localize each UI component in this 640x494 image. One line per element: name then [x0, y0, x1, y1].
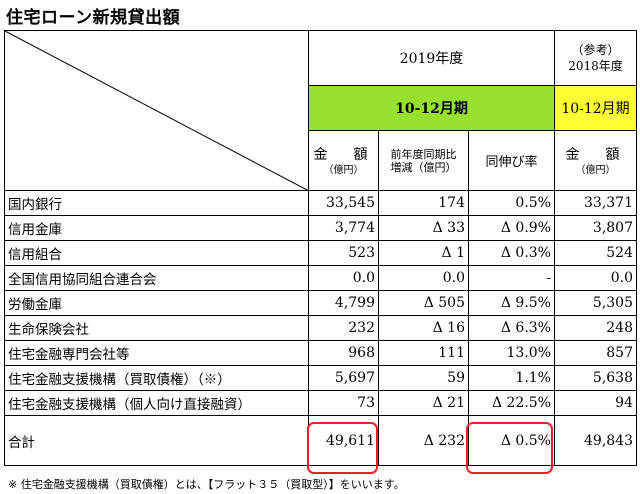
row-ref: 33,371 [554, 190, 637, 216]
row-name: 全国信用協同組合連合会 [4, 265, 309, 291]
row-amount: 4,799 [308, 290, 379, 316]
table-row: 住宅金融支援機構（買取債権）（※） 5,697 59 1.1% 5,638 [4, 365, 637, 391]
total-row: 合計 49,611 Δ 232 Δ 0.5% 49,843 [4, 415, 637, 466]
col-yoy-header: 前年度同期比 増減（億円） [378, 130, 469, 191]
row-name: 労働金庫 [4, 290, 309, 316]
row-rate: 13.0% [468, 340, 555, 366]
row-name: 生命保険会社 [4, 315, 309, 341]
row-ref: 94 [554, 390, 637, 416]
row-name: 信用金庫 [4, 215, 309, 241]
total-name: 合計 [4, 415, 309, 466]
row-diff: Δ 1 [378, 240, 469, 266]
row-amount: 33,545 [308, 190, 379, 216]
row-ref: 5,305 [554, 290, 637, 316]
row-ref: 524 [554, 240, 637, 266]
row-diff: Δ 505 [378, 290, 469, 316]
table-row: 住宅金融支援機構（個人向け直接融資） 73 Δ 21 Δ 22.5% 94 [4, 390, 637, 416]
total-ref: 49,843 [554, 415, 637, 466]
table-row: 住宅金融専門会社等 968 111 13.0% 857 [4, 340, 637, 366]
row-amount: 0.0 [308, 265, 379, 291]
row-diff: 0.0 [378, 265, 469, 291]
row-diff: 174 [378, 190, 469, 216]
period-header: 10-12月期 [308, 85, 555, 131]
total-diff: Δ 232 [378, 415, 469, 466]
table-row: 国内銀行 33,545 174 0.5% 33,371 [4, 190, 637, 216]
row-diff: 111 [378, 340, 469, 366]
row-diff: 59 [378, 365, 469, 391]
row-rate: 0.5% [468, 190, 555, 216]
col-ref-amount-unit: （億円） [575, 165, 616, 176]
row-ref: 3,807 [554, 215, 637, 241]
row-name: 住宅金融専門会社等 [4, 340, 309, 366]
row-name: 信用組合 [4, 240, 309, 266]
ref-period-header: 10-12月期 [554, 85, 637, 131]
total-rate-highlight [466, 422, 553, 474]
row-rate: Δ 22.5% [468, 390, 555, 416]
header-corner-cell [4, 30, 309, 191]
row-rate: Δ 9.5% [468, 290, 555, 316]
ref-label: （参考） [571, 43, 620, 57]
row-amount: 73 [308, 390, 379, 416]
row-diff: Δ 33 [378, 215, 469, 241]
row-name: 国内銀行 [4, 190, 309, 216]
row-rate: - [468, 265, 555, 291]
row-amount: 5,697 [308, 365, 379, 391]
row-rate: Δ 0.9% [468, 215, 555, 241]
row-diff: Δ 21 [378, 390, 469, 416]
row-amount: 3,774 [308, 215, 379, 241]
row-rate: 1.1% [468, 365, 555, 391]
row-name: 住宅金融支援機構（買取債権）（※） [4, 365, 309, 391]
col-yoy-line2: 増減（億円） [390, 160, 457, 174]
row-rate: Δ 0.3% [468, 240, 555, 266]
row-ref: 248 [554, 315, 637, 341]
row-ref: 857 [554, 340, 637, 366]
year-header: 2019年度 [308, 30, 555, 86]
row-diff: Δ 16 [378, 315, 469, 341]
total-amount-highlight [307, 422, 378, 474]
col-amount-label: 金 額 [313, 147, 374, 163]
col-amount-header: 金 額 （億円） [308, 130, 379, 191]
col-yoy-line1: 前年度同期比 [390, 147, 457, 161]
table-row: 全国信用協同組合連合会 0.0 0.0 - 0.0 [4, 265, 637, 291]
ref-year: 2018年度 [568, 59, 623, 73]
table-row: 生命保険会社 232 Δ 16 Δ 6.3% 248 [4, 315, 637, 341]
row-amount: 968 [308, 340, 379, 366]
page-title: 住宅ローン新規貸出額 [6, 8, 181, 28]
table-row: 信用組合 523 Δ 1 Δ 0.3% 524 [4, 240, 637, 266]
footnote: ※ 住宅金融支援機構（買取債権）とは、【フラット３５（買取型）】をいいます。 [8, 478, 405, 491]
table-row: 信用金庫 3,774 Δ 33 Δ 0.9% 3,807 [4, 215, 637, 241]
row-amount: 232 [308, 315, 379, 341]
row-ref: 5,638 [554, 365, 637, 391]
col-ref-amount-label: 金 額 [565, 147, 626, 163]
col-rate-header: 同伸び率 [468, 130, 555, 191]
col-amount-unit: （億円） [323, 165, 364, 176]
row-amount: 523 [308, 240, 379, 266]
ref-year-header: （参考） 2018年度 [554, 30, 637, 86]
row-name: 住宅金融支援機構（個人向け直接融資） [4, 390, 309, 416]
row-rate: Δ 6.3% [468, 315, 555, 341]
col-ref-amount-header: 金 額 （億円） [554, 130, 637, 191]
diagonal-line [5, 31, 308, 190]
loan-table: 2019年度 （参考） 2018年度 10-12月期 10-12月期 金 額 （… [4, 30, 637, 466]
table-row: 労働金庫 4,799 Δ 505 Δ 9.5% 5,305 [4, 290, 637, 316]
row-ref: 0.0 [554, 265, 637, 291]
